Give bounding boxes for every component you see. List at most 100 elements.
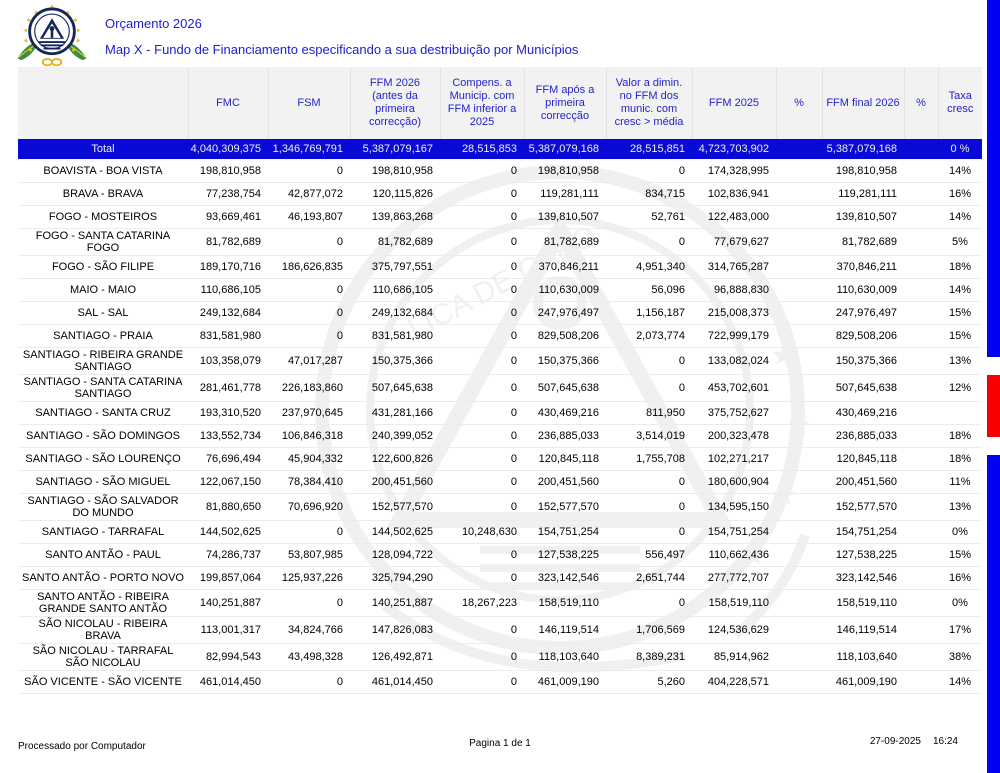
valor-dimin-value: 8,389,231: [636, 650, 685, 663]
pct-final-value: [904, 470, 938, 493]
ffm-2026-pre-value: 375,797,551: [371, 260, 433, 273]
ffm-apos-value: 236,885,033: [537, 429, 599, 442]
compens-value: 10,248,630: [461, 525, 517, 538]
municipality-name: FOGO - MOSTEIROS: [48, 210, 158, 223]
date-label: 27-09-2025: [869, 736, 921, 747]
col-header-municipality: [18, 67, 188, 139]
ffm-2025-value: 134,595,150: [707, 500, 769, 513]
taxa-cresc-value: 15%: [948, 548, 972, 561]
col-header-ffm-final: FFM final 2026: [821, 67, 904, 139]
ffm-2025-value: 200,323,478: [707, 429, 769, 442]
edge-bar-blue-top: [987, 0, 1000, 357]
fmc-value: 133,552,734: [199, 429, 261, 442]
pct-final-value: [904, 520, 938, 543]
pct-2025-value: [776, 374, 822, 401]
ffm-apos-value: 120,845,118: [538, 452, 599, 465]
pct-2025-value: [776, 324, 822, 347]
time-label: 16:24: [932, 736, 958, 747]
pct-2025-value: [776, 520, 822, 543]
ffm-2025-value: 215,008,373: [707, 306, 769, 319]
fmc-value: 831,581,980: [199, 329, 261, 342]
compens-value: 18,267,223: [461, 596, 517, 609]
ffm-2025-value: 722,999,179: [707, 329, 769, 342]
fmc-value: 74,286,737: [205, 548, 261, 561]
ffm-2026-pre-value: 128,094,722: [371, 548, 433, 561]
valor-dimin-value: 0: [678, 475, 685, 488]
ffm-2025-value: 96,888,830: [713, 283, 769, 296]
valor-dimin-value: 2,073,774: [636, 329, 685, 342]
fmc-value: 122,067,150: [199, 475, 261, 488]
pct-2025-value: [776, 566, 822, 589]
total-ffm-final: 5,387,079,168: [822, 139, 904, 159]
fmc-value: 81,782,689: [205, 235, 261, 248]
fsm-value: 0: [336, 329, 343, 342]
fsm-value: 0: [336, 283, 343, 296]
ffm-apos-value: 152,577,570: [537, 500, 599, 513]
table-row: SANTIAGO - SÃO SALVADOR DO MUNDO 81,880,…: [18, 493, 982, 520]
municipality-name: SANTO ANTÃO - PORTO NOVO: [22, 571, 184, 584]
table-row: SÃO NICOLAU - TARRAFAL SÃO NICOLAU 82,99…: [18, 643, 982, 670]
page-title: Orçamento 2026: [105, 16, 202, 31]
ffm-2026-pre-value: 150,375,366: [371, 354, 433, 367]
ffm-2025-value: 453,702,601: [707, 381, 769, 394]
ffm-apos-value: 127,538,225: [537, 548, 599, 561]
municipality-name: SANTIAGO - RIBEIRA GRANDE SANTIAGO: [22, 348, 184, 373]
municipality-name: SANTIAGO - SANTA CATARINA SANTIAGO: [23, 375, 183, 400]
fsm-value: 106,846,318: [281, 429, 343, 442]
compens-value: 0: [510, 650, 517, 663]
pct-2025-value: [776, 255, 822, 278]
pct-2025-value: [776, 670, 822, 693]
pct-2025-value: [776, 228, 822, 255]
compens-value: 0: [510, 675, 517, 688]
pct-2025-value: [776, 182, 822, 205]
fsm-value: 0: [336, 235, 343, 248]
ffm-2025-value: 180,600,904: [707, 475, 769, 488]
pct-final-value: [904, 324, 938, 347]
compens-value: 0: [510, 329, 517, 342]
ffm-2025-value: 277,772,707: [707, 571, 769, 584]
fmc-value: 281,461,778: [199, 381, 261, 394]
ffm-apos-value: 81,782,689: [543, 235, 599, 248]
table-header: FMC FSM FFM 2026 (antes da primeira corr…: [18, 67, 982, 139]
taxa-cresc-value: 11%: [949, 475, 971, 488]
ffm-2026-pre-value: 122,600,826: [371, 452, 433, 465]
pct-final-value: [904, 447, 938, 470]
valor-dimin-value: 0: [678, 354, 685, 367]
municipality-name: SANTIAGO - PRAIA: [53, 329, 153, 342]
table-row: FOGO - SÃO FILIPE 189,170,716 186,626,83…: [18, 255, 982, 278]
valor-dimin-value: 3,514,019: [636, 429, 685, 442]
ffm-final-value: 198,810,958: [835, 164, 897, 177]
col-header-compens: Compens. a Municip. com FFM inferior a 2…: [439, 67, 524, 139]
ffm-final-value: 81,782,689: [841, 235, 897, 248]
fmc-value: 77,238,754: [205, 187, 261, 200]
ffm-2026-pre-value: 81,782,689: [377, 235, 433, 248]
taxa-cresc-value: 18%: [948, 452, 972, 465]
pct-final-value: [904, 401, 938, 424]
ffm-2025-value: 122,483,000: [707, 210, 769, 223]
fmc-value: 140,251,887: [199, 596, 261, 609]
ffm-2025-value: 77,679,627: [713, 235, 769, 248]
fsm-value: 0: [336, 164, 343, 177]
ffm-2026-pre-value: 139,863,268: [371, 210, 433, 223]
valor-dimin-value: 556,497: [645, 548, 685, 561]
total-compens: 28,515,853: [440, 139, 524, 159]
ffm-apos-value: 154,751,254: [537, 525, 599, 538]
ffm-final-value: 150,375,366: [835, 354, 897, 367]
compens-value: 0: [510, 429, 517, 442]
municipality-name: SANTIAGO - SÃO MIGUEL: [35, 475, 171, 488]
fsm-value: 70,696,920: [287, 500, 343, 513]
valor-dimin-value: 0: [678, 381, 685, 394]
table-row: SANTIAGO - SÃO LOURENÇO 76,696,494 45,90…: [18, 447, 982, 470]
fmc-value: 110,686,105: [200, 283, 261, 296]
table-row: SÃO VICENTE - SÃO VICENTE 461,014,450 0 …: [18, 670, 982, 693]
ffm-final-value: 507,645,638: [835, 381, 897, 394]
total-ffm-2026-pre: 5,387,079,167: [350, 139, 440, 159]
valor-dimin-value: 0: [678, 235, 685, 248]
ffm-final-value: 236,885,033: [835, 429, 897, 442]
fmc-value: 199,857,064: [199, 571, 261, 584]
pct-final-value: [904, 278, 938, 301]
cabo-verde-logo-icon: [17, 4, 87, 67]
taxa-cresc-value: 14%: [948, 283, 972, 296]
taxa-cresc-value: 13%: [948, 500, 972, 513]
